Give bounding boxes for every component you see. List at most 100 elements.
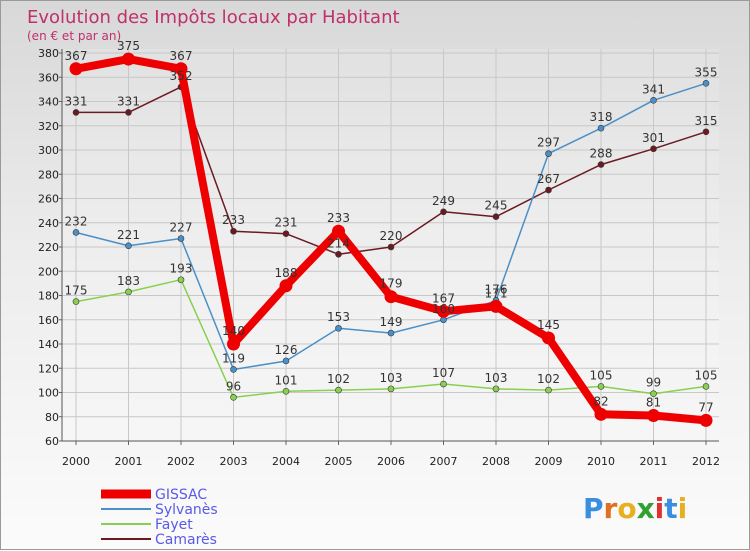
data-label-sylvan-s: 149 <box>380 315 403 329</box>
data-point-fayet <box>335 386 342 394</box>
y-tick-label: 120 <box>38 362 59 375</box>
data-point-gissac <box>542 331 555 345</box>
data-point-sylvan-s <box>597 124 605 132</box>
data-label-sylvan-s: 318 <box>590 110 613 124</box>
data-label-camar-s: 214 <box>327 236 350 250</box>
data-label-camar-s: 331 <box>117 94 140 108</box>
data-point-gissac <box>489 299 503 313</box>
data-point-gissac <box>332 224 345 238</box>
data-point-fayet <box>545 386 552 394</box>
y-tick-label: 300 <box>38 144 59 157</box>
data-label-camar-s: 331 <box>65 94 88 108</box>
data-point-gissac <box>69 62 83 76</box>
data-label-gissac: 188 <box>275 266 298 280</box>
data-label-camar-s: 249 <box>432 194 455 208</box>
data-label-gissac: 145 <box>537 318 560 332</box>
data-point-fayet <box>492 385 500 393</box>
data-label-fayet: 103 <box>380 371 403 385</box>
data-point-fayet <box>177 276 185 284</box>
data-label-gissac: 233 <box>327 211 350 225</box>
data-label-gissac: 81 <box>646 396 661 410</box>
logo-letter: r <box>604 492 618 525</box>
data-point-sylvan-s <box>650 96 657 104</box>
data-label-camar-s: 315 <box>695 114 718 128</box>
data-label-sylvan-s: 126 <box>275 343 298 357</box>
data-point-sylvan-s <box>335 324 342 332</box>
data-point-camar-s <box>72 109 80 116</box>
data-label-fayet: 193 <box>170 262 193 276</box>
axis-layer: 60 80 100 120 140 160 180 200 220 240 260 280 300 320… <box>38 47 720 468</box>
y-tick-label: 80 <box>45 411 59 424</box>
logo-letter: i <box>655 492 665 525</box>
data-label-sylvan-s: 176 <box>485 282 508 296</box>
data-label-sylvan-s: 119 <box>222 351 245 365</box>
logo-letter: t <box>664 492 677 525</box>
data-label-gissac: 367 <box>170 49 193 63</box>
y-tick-label: 340 <box>38 96 59 109</box>
data-point-fayet <box>440 380 447 388</box>
chart-subtitle: (en € et par an) <box>27 29 121 43</box>
x-tick-label: 2000 <box>62 455 90 468</box>
data-point-fayet <box>282 387 290 395</box>
data-point-sylvan-s <box>177 235 185 242</box>
x-tick-label: 2012 <box>692 455 720 468</box>
data-point-camar-s <box>650 145 657 153</box>
y-tick-label: 280 <box>38 168 59 181</box>
data-point-gissac <box>384 290 398 304</box>
legend-label-camar-s: Camarès <box>155 532 217 548</box>
data-label-fayet: 102 <box>327 372 350 386</box>
data-label-sylvan-s: 341 <box>642 82 665 96</box>
data-point-gissac <box>647 409 660 423</box>
data-label-gissac: 375 <box>117 39 140 53</box>
data-label-gissac: 171 <box>485 286 508 300</box>
data-label-camar-s: 245 <box>485 199 508 213</box>
data-label-fayet: 103 <box>485 371 508 385</box>
series-layer <box>69 52 713 427</box>
data-point-camar-s <box>545 186 552 194</box>
data-label-sylvan-s: 297 <box>537 136 560 150</box>
legend-label-sylvan-s: Sylvanès <box>155 502 218 518</box>
data-label-gissac: 179 <box>380 277 403 291</box>
data-point-gissac <box>174 62 188 76</box>
data-label-camar-s: 288 <box>590 147 613 161</box>
x-tick-label: 2010 <box>587 455 615 468</box>
data-point-camar-s <box>282 230 290 237</box>
data-label-fayet: 175 <box>65 284 88 298</box>
data-point-gissac <box>227 337 240 351</box>
x-tick-label: 2003 <box>220 455 248 468</box>
data-label-gissac: 82 <box>593 394 608 408</box>
data-label-fayet: 183 <box>117 274 140 288</box>
data-label-camar-s: 233 <box>222 213 245 227</box>
x-tick-label: 2001 <box>115 455 143 468</box>
data-point-sylvan-s <box>230 366 237 373</box>
data-point-gissac <box>122 52 135 66</box>
legend-label-fayet: Fayet <box>155 517 193 533</box>
data-point-camar-s <box>387 243 395 251</box>
data-point-fayet <box>125 288 132 296</box>
logo-letter: o <box>617 492 636 525</box>
data-point-sylvan-s <box>282 357 290 365</box>
x-tick-label: 2005 <box>325 455 353 468</box>
data-point-fayet <box>650 390 657 398</box>
data-label-fayet: 105 <box>590 368 613 382</box>
data-point-fayet <box>597 383 605 390</box>
data-label-camar-s: 267 <box>537 172 560 186</box>
y-tick-label: 220 <box>38 241 59 254</box>
data-point-gissac <box>279 279 293 293</box>
data-point-camar-s <box>492 213 500 220</box>
data-point-sylvan-s <box>72 229 80 236</box>
y-tick-label: 320 <box>38 120 59 133</box>
proxiti-logo-text: Proxiti <box>583 492 687 525</box>
data-label-camar-s: 352 <box>170 69 193 83</box>
data-point-fayet <box>230 394 237 401</box>
data-label-fayet: 99 <box>646 376 661 390</box>
data-label-fayet: 107 <box>432 366 455 380</box>
x-tick-label: 2004 <box>272 455 300 468</box>
label-layer: 331 331 352 233 231 214 220 249 245 267 288 301 315 1… <box>65 39 718 414</box>
data-label-camar-s: 220 <box>380 229 403 243</box>
y-tick-label: 60 <box>45 435 59 448</box>
y-tick-label: 180 <box>38 290 59 303</box>
data-point-camar-s <box>335 250 342 258</box>
data-label-sylvan-s: 153 <box>327 310 350 324</box>
